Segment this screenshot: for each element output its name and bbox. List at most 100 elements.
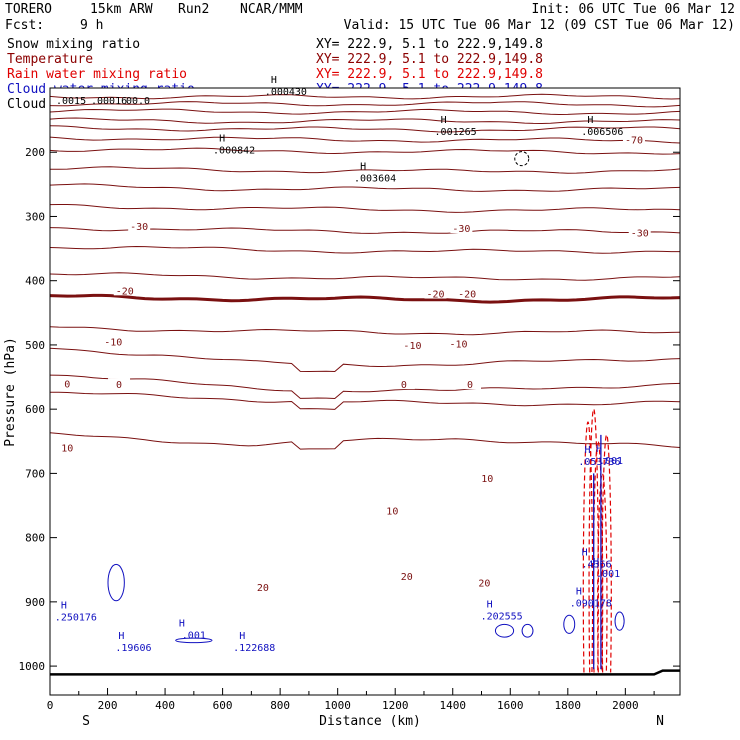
maximum-h-marker: H (584, 445, 590, 456)
x-tick-label: 800 (270, 699, 290, 712)
maximum-value-label: .001 (599, 456, 623, 467)
isotherm-label: 20 (478, 579, 490, 590)
isotherm-label-backdrop (56, 377, 79, 389)
cloud-water-contour (521, 623, 534, 638)
maximum-h-marker: H (596, 444, 602, 455)
isotherm-label-backdrop (622, 133, 645, 145)
isotherm-line (49, 125, 681, 133)
x-tick-label: 2000 (612, 699, 639, 712)
isotherm-label-backdrop (392, 378, 415, 390)
isotherm-label-backdrop (56, 441, 79, 453)
maximum-h-marker: H (593, 557, 599, 568)
maximum-h-marker: H (582, 547, 588, 558)
isotherm-label-backdrop (476, 471, 499, 483)
isotherm-label-backdrop (102, 335, 125, 347)
isotherm-line (49, 117, 681, 125)
isotherm-0C-line (49, 293, 681, 304)
isotherm-label-backdrop (450, 222, 473, 234)
x-tick-label: 1600 (497, 699, 524, 712)
isotherm-label: -10 (449, 340, 467, 351)
maximum-h-marker: H (61, 601, 67, 612)
isotherm-label-backdrop (251, 581, 274, 593)
y-tick-label: 800 (25, 532, 45, 545)
isotherm-label-backdrop (473, 576, 496, 588)
south-label: S (82, 714, 90, 729)
x-tick-label: 200 (98, 699, 118, 712)
cloud-water-column (593, 434, 602, 670)
cloud-water-contour (107, 563, 125, 602)
isotherm-label: -30 (631, 229, 649, 240)
isotherm-label: -70 (625, 135, 643, 146)
isotherm-label: -20 (116, 286, 134, 297)
rain-water-contour (597, 472, 608, 673)
init-time: Init: 06 UTC Tue 06 Mar 12 (532, 2, 736, 17)
isotherm-label: -20 (426, 290, 444, 301)
rain-water-contour (601, 434, 612, 673)
header: TORERO 15km ARW Run2 NCAR/MMM Init: 06 U… (5, 2, 735, 33)
isotherm-label-backdrop (456, 287, 479, 299)
north-label: N (656, 714, 664, 729)
maximum-h-marker: H (587, 115, 593, 126)
isotherm-line (49, 272, 681, 281)
isotherm-label-backdrop (395, 570, 418, 582)
isotherm-label-backdrop (381, 504, 404, 516)
isotherm-line (49, 108, 681, 116)
isotherm-line (49, 204, 681, 213)
clipped-maximum-label: .0015 (56, 96, 86, 107)
maximum-value-label: .003604 (354, 173, 396, 184)
isotherm-label: 20 (401, 572, 413, 583)
clipped-maximum-label: .00016 (91, 96, 127, 107)
forecast-label: Fcst: (5, 18, 44, 33)
isotherm-line (50, 166, 681, 174)
maximum-value-label: .122688 (233, 643, 275, 654)
maximum-value-label: .006506 (581, 127, 623, 138)
y-tick-label: 700 (25, 467, 45, 480)
maximum-h-marker: H (576, 587, 582, 598)
y-tick-label: 600 (25, 403, 45, 416)
maximum-value-label: .250176 (55, 613, 97, 624)
isotherm-label-backdrop (401, 338, 424, 350)
maximum-value-label: .202555 (481, 611, 523, 622)
isotherm-label: 20 (257, 583, 269, 594)
y-tick-label: 500 (25, 339, 45, 352)
cloud-water-contour (494, 623, 515, 638)
isotherm-label: -30 (130, 222, 148, 233)
zero-isotherm (49, 293, 681, 304)
legend-item-name: Rain water mixing ratio (7, 67, 187, 82)
isotherm-label: 10 (481, 474, 493, 485)
cloud-water-contours (107, 151, 625, 644)
maximum-h-marker: H (179, 619, 185, 630)
maximum-value-label: .4366 (582, 559, 612, 570)
legend-item-xy: XY= 222.9, 5.1 to 222.9,149.8 (316, 52, 543, 67)
plot-area: -70 -30 -30 -30 -20 -20 -20 -10 -10 -10 0 0 0 0 10 10 10… (49, 75, 681, 696)
run-name: Run2 (178, 2, 209, 17)
isotherm-line (49, 101, 681, 108)
legend-item-xy: XY= 222.9, 5.1 to 222.9,149.8 (316, 67, 543, 82)
cloud-water-contour (563, 614, 576, 634)
plot-frame (49, 87, 681, 696)
maximum-value-label: .19606 (115, 643, 151, 654)
x-axis-label: Distance (km) (319, 714, 421, 729)
rain-cloud-contours (582, 408, 612, 673)
isotherm-label: -10 (403, 341, 421, 352)
model-resolution: 15km ARW (90, 2, 153, 17)
legend-item-name: Temperature (7, 52, 93, 67)
isotherm-label: 10 (386, 507, 398, 518)
isotherm-label-backdrop (628, 226, 651, 238)
maximum-h-marker: H (271, 75, 277, 86)
isotherm-line (49, 93, 681, 100)
y-tick-label: 1000 (19, 660, 46, 673)
isotherm-line (49, 374, 681, 400)
maximum-h-marker: H (219, 134, 225, 145)
x-tick-label: 1200 (382, 699, 409, 712)
isotherm-label: 0 (64, 379, 70, 390)
organization: NCAR/MMM (240, 2, 303, 17)
isotherm-label-backdrop (424, 287, 447, 299)
x-tick-label: 1400 (439, 699, 466, 712)
clipped-maximum-label: 00.0 (126, 96, 150, 107)
isotherm-label-backdrop (459, 378, 481, 390)
maximum-value-label: .000842 (213, 146, 255, 157)
y-axis-label: Pressure (hPa) (3, 337, 18, 447)
maximum-value-label: .053736 (578, 457, 620, 468)
